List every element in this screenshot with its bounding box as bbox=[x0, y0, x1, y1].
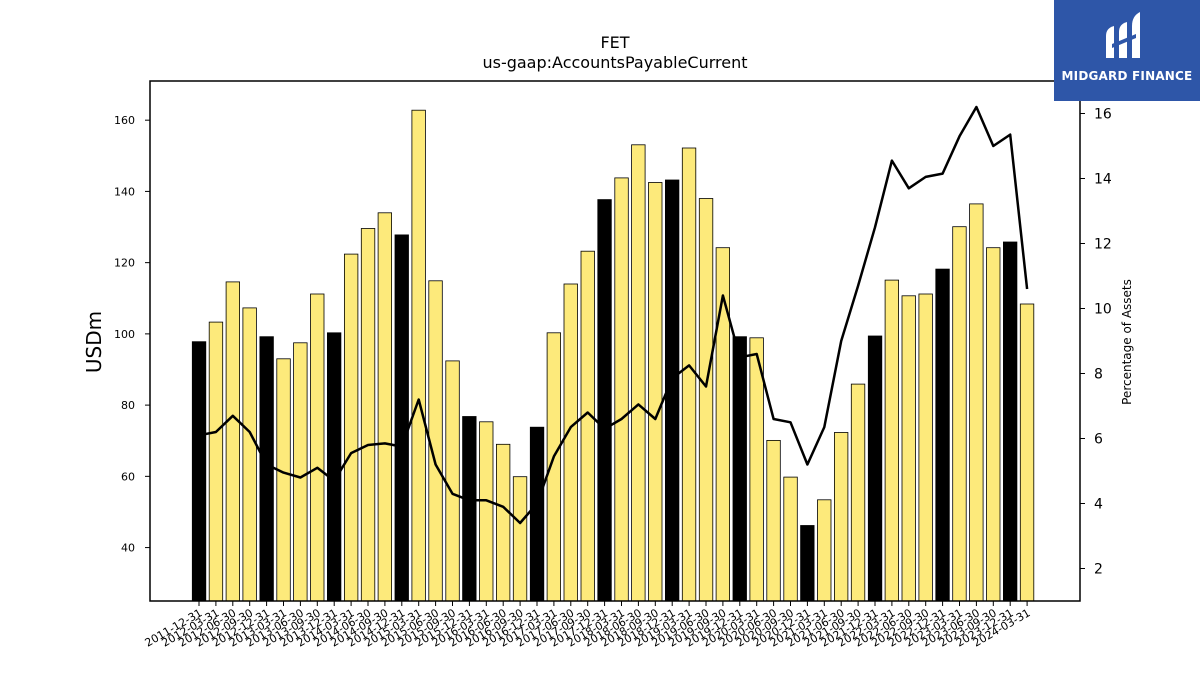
bar bbox=[326, 332, 342, 602]
y2-tick-label: 10 bbox=[1094, 302, 1112, 318]
bar bbox=[935, 268, 950, 602]
bar bbox=[411, 109, 426, 602]
y-tick-label: 40 bbox=[121, 542, 135, 555]
y2-axis-label: Percentage of Assets bbox=[1120, 279, 1134, 405]
bar bbox=[834, 432, 849, 602]
bar bbox=[1019, 303, 1035, 602]
y-tick-label: 60 bbox=[121, 470, 135, 483]
y-tick-label: 140 bbox=[114, 185, 135, 198]
y-axis-label: USDm bbox=[82, 311, 106, 373]
bar bbox=[766, 439, 781, 602]
bar bbox=[817, 499, 832, 602]
y2-tick-label: 2 bbox=[1094, 562, 1103, 578]
bar bbox=[563, 283, 578, 602]
bar bbox=[377, 212, 393, 602]
bar bbox=[242, 307, 257, 602]
y2-tick-label: 8 bbox=[1094, 367, 1103, 383]
logo-mark-icon bbox=[1106, 12, 1140, 58]
chart-title: FET bbox=[600, 33, 629, 52]
bar bbox=[681, 147, 697, 602]
bar bbox=[901, 295, 916, 602]
axes-group: 4060801001201401602468101214162011-12-31… bbox=[114, 80, 1112, 650]
bar bbox=[445, 360, 460, 602]
bar bbox=[648, 182, 663, 602]
bar bbox=[597, 199, 612, 602]
bar bbox=[800, 525, 815, 602]
bar bbox=[529, 426, 545, 602]
chart-subtitle: us-gaap:AccountsPayableCurrent bbox=[482, 53, 747, 72]
plot-frame bbox=[149, 80, 1081, 602]
bar bbox=[867, 335, 883, 602]
bar bbox=[749, 337, 764, 602]
bar bbox=[293, 342, 308, 602]
bar bbox=[631, 144, 646, 602]
logo-text: MIDGARD FINANCE bbox=[1061, 69, 1193, 83]
bar bbox=[783, 476, 798, 602]
bar bbox=[698, 198, 714, 602]
bar bbox=[462, 416, 477, 602]
bar bbox=[580, 250, 595, 602]
bar bbox=[276, 358, 291, 602]
bar bbox=[495, 443, 511, 602]
bar bbox=[918, 293, 933, 602]
y2-tick-label: 14 bbox=[1094, 172, 1112, 188]
bar bbox=[394, 234, 409, 602]
bar bbox=[986, 247, 1001, 602]
y2-tick-label: 4 bbox=[1094, 497, 1103, 513]
y-tick-label: 100 bbox=[114, 328, 135, 341]
bar bbox=[479, 421, 494, 602]
bar bbox=[428, 280, 443, 602]
bar bbox=[614, 177, 629, 602]
bar bbox=[360, 228, 376, 602]
line-group bbox=[198, 105, 1029, 525]
bar bbox=[732, 336, 747, 602]
bar bbox=[343, 253, 359, 602]
bar bbox=[310, 293, 325, 602]
bar bbox=[1003, 241, 1018, 602]
bar bbox=[225, 281, 241, 602]
bar bbox=[884, 279, 899, 602]
y2-tick-label: 6 bbox=[1094, 432, 1103, 448]
y-tick-label: 80 bbox=[121, 399, 135, 412]
percentage-line bbox=[198, 105, 1029, 525]
y2-tick-label: 12 bbox=[1094, 237, 1112, 253]
bars-group bbox=[191, 109, 1035, 602]
bar bbox=[969, 203, 984, 602]
logo: MIDGARD FINANCE bbox=[1054, 0, 1200, 101]
y-tick-label: 160 bbox=[114, 114, 135, 127]
y-tick-label: 120 bbox=[114, 257, 135, 270]
bar bbox=[850, 383, 866, 602]
bar bbox=[512, 476, 528, 602]
bar bbox=[191, 341, 207, 602]
y2-tick-label: 16 bbox=[1094, 107, 1112, 123]
bar bbox=[259, 336, 274, 602]
bar bbox=[208, 321, 224, 602]
bar bbox=[952, 226, 967, 602]
